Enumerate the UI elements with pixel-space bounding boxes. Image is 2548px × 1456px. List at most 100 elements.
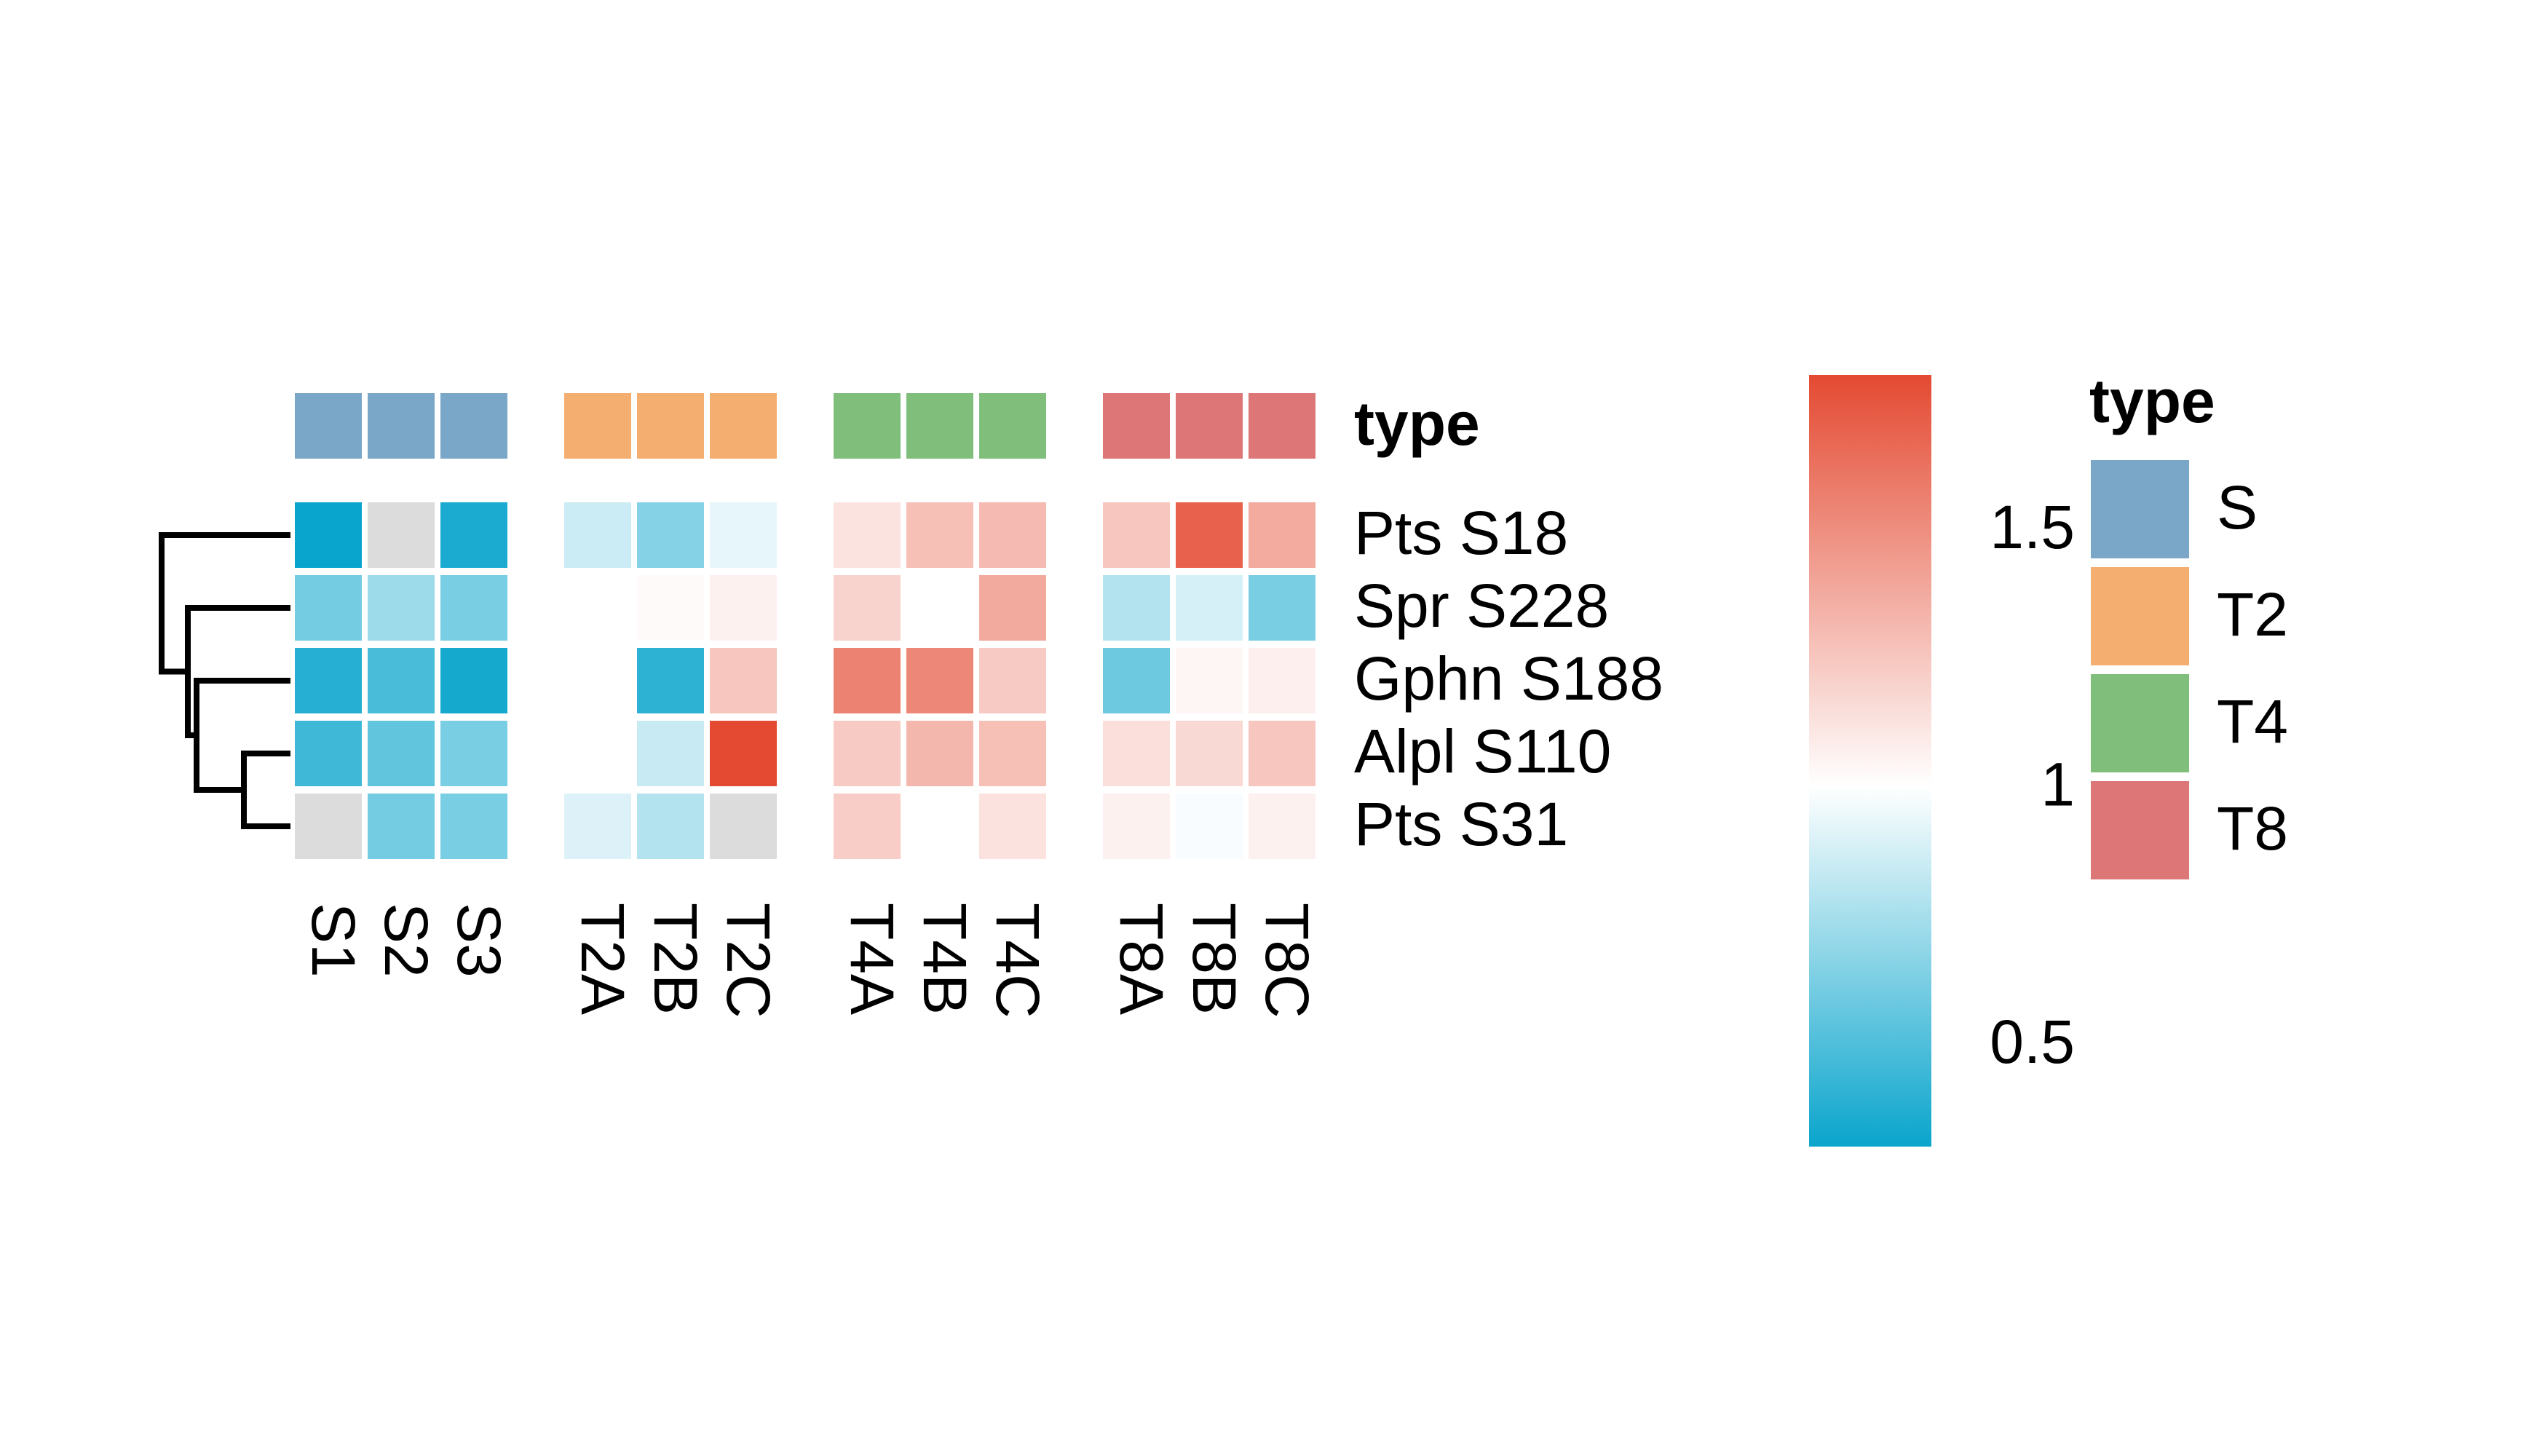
heatmap-cell [1249, 575, 1315, 641]
heatmap-cell [1103, 794, 1170, 859]
annotation-cell-t8a [1103, 393, 1170, 459]
legend-swatch-t2 [2091, 567, 2189, 665]
legend-label-t4: T4 [2217, 687, 2288, 756]
heatmap-cell [979, 794, 1046, 859]
heatmap-cell [564, 502, 631, 568]
color-scale-tick-label: 1.5 [1990, 493, 2075, 561]
color-scale-tick-label: 0.5 [1990, 1008, 2075, 1076]
heatmap-cell [710, 502, 777, 568]
heatmap-cell [1249, 721, 1315, 786]
heatmap-cell [1176, 794, 1243, 859]
heatmap-cell [906, 721, 973, 786]
annotation-cell-t4c [979, 393, 1046, 459]
annotation-cell-t4b [906, 393, 973, 459]
heatmap-cell [979, 648, 1046, 713]
heatmap-cell [564, 648, 631, 713]
annotation-cell-s1 [295, 393, 362, 459]
annotation-cell-t8b [1176, 393, 1243, 459]
heatmap-cell [368, 721, 435, 786]
column-label: T8B [1180, 903, 1249, 1015]
heatmap-cell [295, 575, 362, 641]
heatmap-cell [440, 648, 507, 713]
heatmap-cell [440, 575, 507, 641]
heatmap-cell [295, 502, 362, 568]
heatmap-cell [1103, 502, 1170, 568]
heatmap-cell [368, 794, 435, 859]
heatmap-cell [564, 794, 631, 859]
legend-swatch-t8 [2091, 781, 2189, 879]
heatmap-cell [637, 721, 704, 786]
heatmap-cell [710, 721, 777, 786]
legend-label-s: S [2217, 473, 2258, 542]
column-label: T8C [1253, 903, 1321, 1018]
row-label: Alpl S110 [1354, 717, 1611, 786]
heatmap-cell [834, 575, 901, 641]
annotation-label: type [1354, 389, 1480, 458]
legend-entries: S T2 T4 T8 [2091, 460, 2288, 879]
column-label: T8A [1107, 903, 1176, 1015]
heatmap-cell [1103, 721, 1170, 786]
legend-title: type [2089, 367, 2215, 435]
heatmap-cell [440, 721, 507, 786]
heatmap-cell [906, 794, 973, 859]
heatmap-cell [440, 794, 507, 859]
heatmap-cell [834, 648, 901, 713]
heatmap-cell [295, 648, 362, 713]
heatmap-cell [1103, 575, 1170, 641]
column-label: S2 [372, 903, 440, 978]
dendrogram-branch [185, 605, 290, 738]
heatmap-cell [368, 648, 435, 713]
column-label: T4A [838, 903, 906, 1015]
color-scale-ticks: 0.5 1 1.5 [1990, 493, 2075, 1076]
heatmap-cell [1249, 502, 1315, 568]
legend-swatch-t4 [2091, 674, 2189, 772]
heatmap-cell [1249, 648, 1315, 713]
column-label: T2C [714, 903, 783, 1018]
heatmap-cell [637, 575, 704, 641]
heatmap-cell [979, 502, 1046, 568]
dendrogram-branch [241, 751, 290, 829]
annotation-cell-s2 [368, 393, 435, 459]
column-label: S1 [299, 903, 368, 978]
heatmap-cell [1103, 648, 1170, 713]
annotation-cell-t2b [637, 393, 704, 459]
heatmap-cell [637, 648, 704, 713]
heatmap-cell [979, 721, 1046, 786]
heatmap-cell [834, 502, 901, 568]
column-label: S3 [445, 903, 513, 978]
annotation-cell-t2c [710, 393, 777, 459]
column-labels: S1 S2 S3 T2A T2B T2C T4A T4B T4C T8A T8B T8C [299, 903, 1321, 1018]
column-label: T4B [911, 903, 979, 1015]
heatmap-cell [1176, 721, 1243, 786]
legend-label-t2: T2 [2217, 580, 2288, 649]
annotation-cell-t4a [834, 393, 901, 459]
type-annotation-bar [295, 393, 1315, 459]
color-scale-bar [1809, 375, 1931, 1147]
legend-label-t8: T8 [2217, 794, 2288, 863]
heatmap-cell [834, 794, 901, 859]
heatmap-cell [295, 721, 362, 786]
heatmap-cell [368, 502, 435, 568]
row-label: Spr S228 [1354, 571, 1609, 640]
heatmap-cell [979, 575, 1046, 641]
column-label: T2A [569, 903, 637, 1015]
row-label: Pts S31 [1354, 790, 1568, 858]
heatmap-cell [637, 794, 704, 859]
heatmap-cell [1176, 502, 1243, 568]
heatmap-cell [906, 502, 973, 568]
heatmap-cell [1176, 648, 1243, 713]
heatmap-cell [295, 794, 362, 859]
dendrogram-branch [159, 532, 290, 675]
heatmap-cell [710, 794, 777, 859]
heatmap-cell [710, 575, 777, 641]
annotation-cell-s3 [440, 393, 507, 459]
heatmap-cell [440, 502, 507, 568]
color-scale-tick-label: 1 [2041, 751, 2075, 819]
heatmap-cell [1176, 575, 1243, 641]
row-label: Pts S18 [1354, 499, 1568, 567]
heatmap-cell [906, 575, 973, 641]
legend-swatch-s [2091, 460, 2189, 558]
heatmap-cell [368, 575, 435, 641]
